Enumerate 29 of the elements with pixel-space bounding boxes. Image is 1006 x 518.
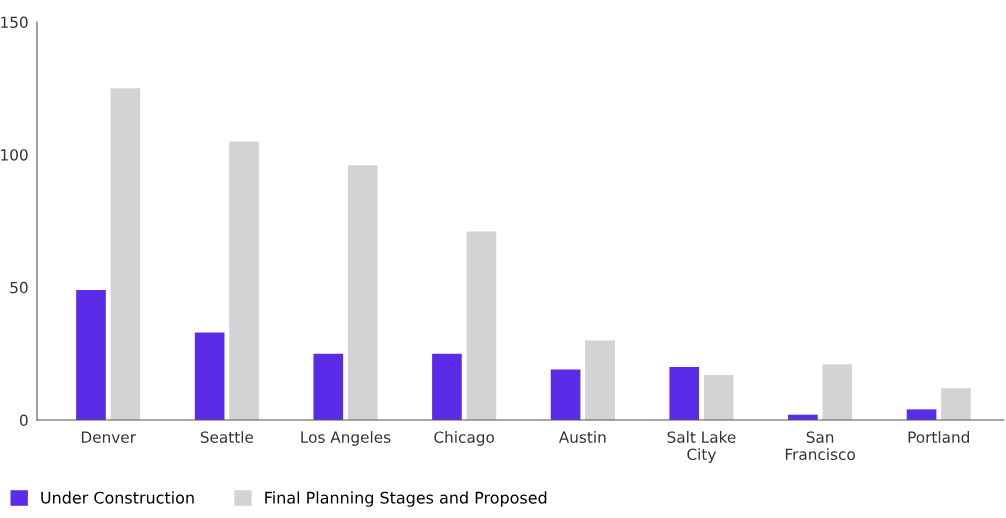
legend-label: Final Planning Stages and Proposed bbox=[265, 491, 547, 507]
legend-label: Under Construction bbox=[41, 491, 194, 504]
x-tick-label: Portland bbox=[908, 431, 969, 443]
bar bbox=[822, 364, 853, 420]
bar bbox=[941, 388, 971, 420]
bar bbox=[466, 231, 497, 420]
bar bbox=[313, 353, 344, 420]
bar bbox=[110, 88, 141, 420]
y-tick-label: 0 bbox=[19, 414, 28, 427]
bar bbox=[229, 141, 259, 420]
x-tick-label: Seattle bbox=[200, 431, 254, 443]
x-tick-label: Los Angeles bbox=[301, 431, 391, 446]
x-tick-label: Austin bbox=[558, 431, 606, 443]
x-tick-label: Denver bbox=[81, 431, 136, 443]
bar bbox=[906, 409, 937, 420]
x-tick-label: Chicago bbox=[434, 431, 495, 446]
bar bbox=[585, 340, 615, 420]
bar bbox=[703, 374, 734, 420]
bar bbox=[347, 165, 378, 420]
bar bbox=[432, 353, 462, 420]
y-tick-label: 150 bbox=[1, 16, 28, 29]
x-tick-label: Salt Lake City bbox=[667, 431, 736, 463]
y-tick-label: 100 bbox=[1, 149, 28, 161]
bar bbox=[76, 289, 106, 420]
y-tick-label: 50 bbox=[10, 281, 28, 294]
x-tick-label: San Francisco bbox=[785, 431, 855, 461]
bar bbox=[669, 366, 700, 420]
bar bbox=[194, 332, 225, 420]
bar bbox=[550, 369, 581, 420]
